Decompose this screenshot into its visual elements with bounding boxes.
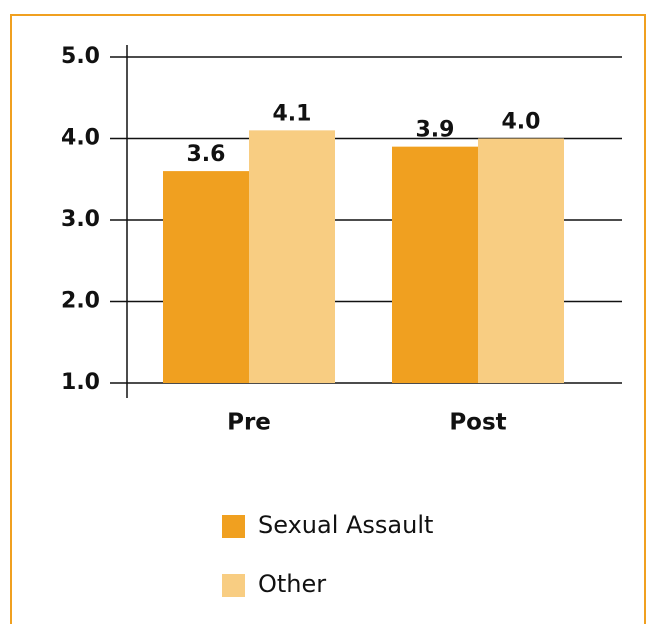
bar	[478, 138, 564, 383]
value-label: 3.6	[187, 142, 226, 167]
bar	[249, 130, 335, 383]
y-tick-label: 1.0	[61, 370, 100, 395]
y-tick-label: 5.0	[61, 44, 100, 69]
x-tick-label: Pre	[227, 410, 271, 436]
value-label: 4.0	[502, 110, 541, 135]
legend-swatch	[222, 515, 245, 538]
value-label: 3.9	[416, 118, 455, 143]
legend-label: Other	[258, 570, 326, 598]
bar	[163, 171, 249, 383]
bar	[392, 146, 478, 383]
legend-swatch	[222, 574, 245, 597]
x-tick-label: Post	[449, 410, 506, 436]
y-tick-label: 4.0	[61, 126, 100, 151]
y-tick-label: 2.0	[61, 289, 100, 314]
value-label: 4.1	[273, 101, 312, 126]
frame	[10, 14, 646, 628]
legend-label: Sexual Assault	[258, 511, 433, 539]
y-tick-label: 3.0	[61, 207, 100, 232]
